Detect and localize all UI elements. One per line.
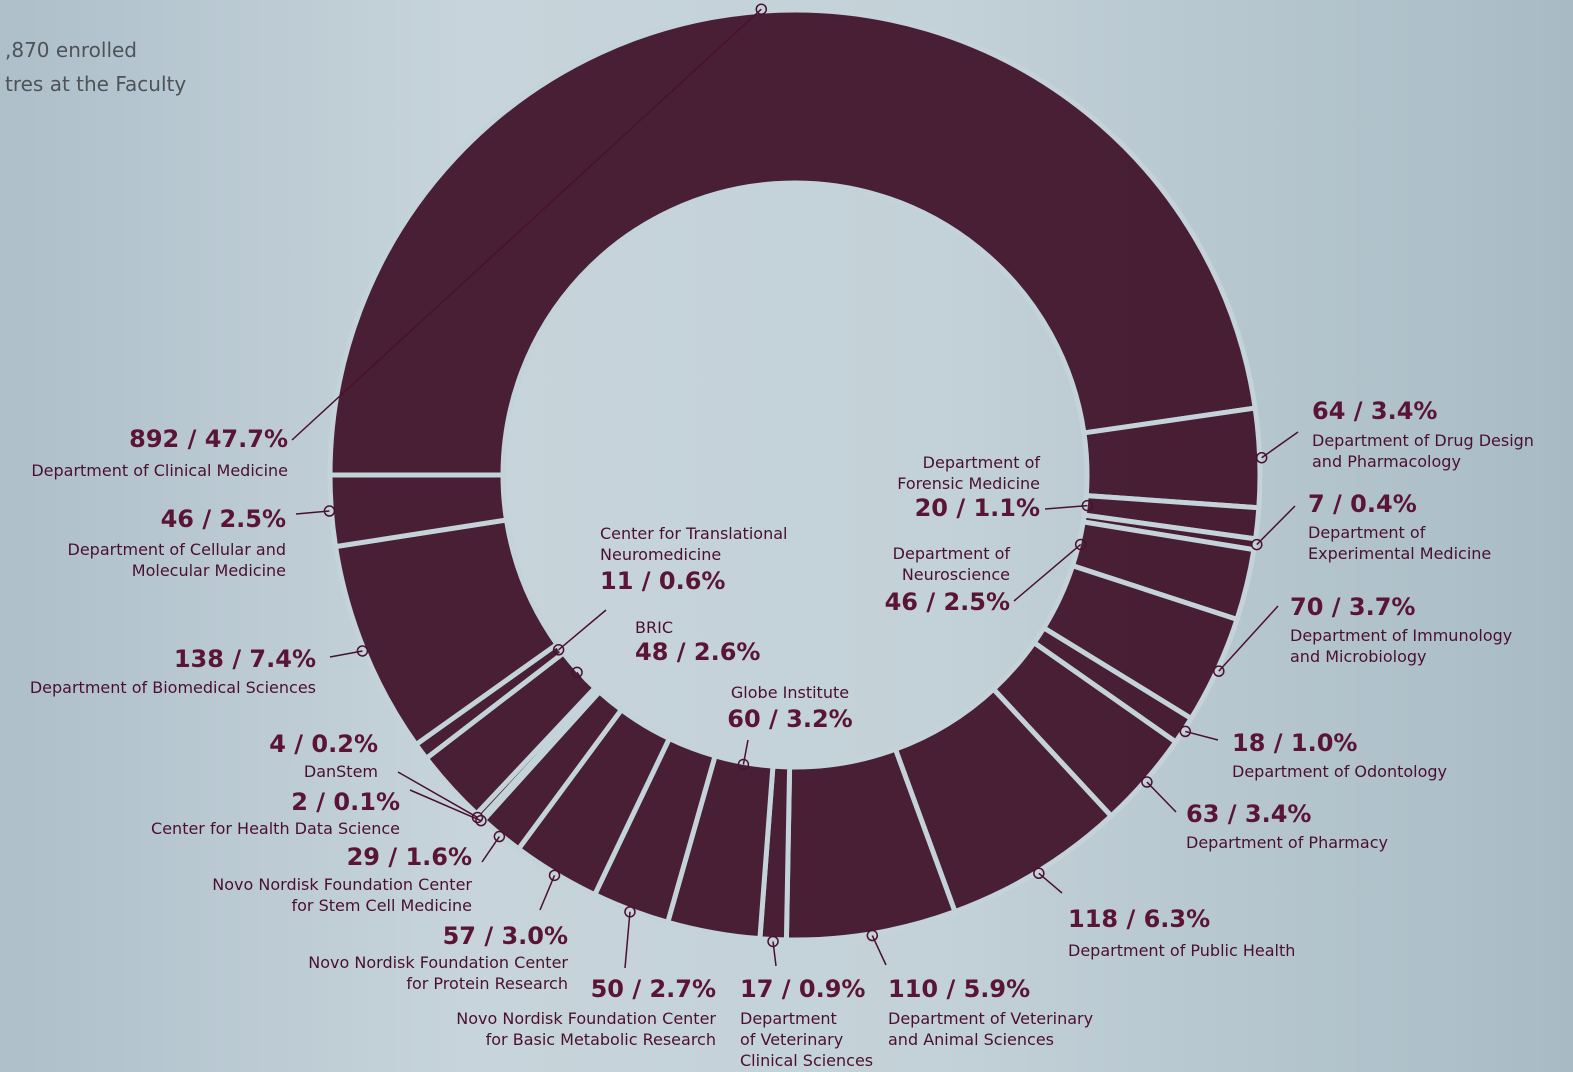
- leader-line: [772, 941, 777, 967]
- donut-segment: [327, 7, 1258, 478]
- category-label: BRIC: [635, 618, 673, 637]
- value-label: 17 / 0.9%: [740, 975, 866, 1003]
- category-label: Novo Nordisk Foundation Center for Stem …: [212, 875, 472, 915]
- leader-dot: [755, 3, 768, 15]
- value-label: 2 / 0.1%: [291, 788, 400, 816]
- category-label: Department of Neuroscience: [892, 544, 1010, 584]
- value-label: 46 / 2.5%: [884, 588, 1010, 616]
- leader-line: [1044, 504, 1088, 510]
- leader-line: [1218, 605, 1279, 672]
- category-label: Department of Biomedical Sciences: [29, 678, 316, 697]
- leader-dot: [548, 869, 561, 882]
- category-label: Center for Health Data Science: [151, 819, 400, 838]
- category-label: Department of Cellular and Molecular Med…: [67, 540, 286, 580]
- leader-line: [1013, 543, 1082, 602]
- leader-line: [742, 739, 749, 765]
- value-label: 29 / 1.6%: [346, 843, 472, 871]
- background-text: ,870 enrolled: [5, 38, 138, 62]
- leader-dot: [1081, 499, 1094, 512]
- leader-dot: [1141, 776, 1153, 788]
- value-label: 46 / 2.5%: [160, 505, 286, 533]
- value-label: 110 / 5.9%: [888, 975, 1031, 1003]
- leader-dot: [624, 906, 636, 918]
- leader-line: [539, 875, 556, 911]
- category-label: Department of Immunology and Microbiolog…: [1290, 626, 1513, 666]
- value-label: 11 / 0.6%: [600, 567, 726, 595]
- category-label: Department of Forensic Medicine: [897, 453, 1040, 493]
- leader-line: [624, 911, 631, 969]
- leader-dot: [737, 758, 750, 771]
- leader-line: [558, 609, 607, 651]
- leader-line: [1261, 431, 1299, 459]
- category-label: Department of Pharmacy: [1186, 833, 1388, 852]
- leader-line: [409, 789, 482, 822]
- leader-dot: [475, 814, 487, 827]
- value-label: 63 / 3.4%: [1186, 800, 1312, 828]
- value-label: 70 / 3.7%: [1290, 593, 1416, 621]
- value-label: 118 / 6.3%: [1068, 905, 1211, 933]
- leader-dot: [471, 811, 484, 824]
- category-label: Center for Translational Neuromedicine: [600, 524, 788, 564]
- leader-line: [1146, 781, 1177, 813]
- leader-dot: [866, 929, 879, 942]
- value-label: 50 / 2.7%: [590, 975, 716, 1003]
- value-label: 20 / 1.1%: [914, 494, 1040, 522]
- leader-dot: [1255, 451, 1268, 464]
- category-label: Department of Odontology: [1232, 762, 1448, 781]
- leader-dot: [1074, 538, 1087, 551]
- category-label: DanStem: [303, 762, 378, 781]
- category-label: Department of Experimental Medicine: [1308, 523, 1492, 563]
- value-label: 18 / 1.0%: [1232, 729, 1358, 757]
- leader-dot: [552, 644, 565, 656]
- leader-dot: [1251, 538, 1263, 551]
- category-label: Department of Veterinary and Animal Scie…: [888, 1009, 1094, 1049]
- leader-dot: [356, 645, 369, 657]
- value-label: 7 / 0.4%: [1308, 490, 1417, 518]
- value-label: 4 / 0.2%: [269, 730, 378, 758]
- leader-dot: [1033, 867, 1045, 880]
- leader-dot: [1213, 665, 1225, 677]
- category-label: Department of Public Health: [1068, 941, 1296, 960]
- category-label: Novo Nordisk Foundation Center for Basic…: [456, 1009, 716, 1049]
- category-label: Department of Clinical Medicine: [31, 461, 288, 480]
- value-label: 138 / 7.4%: [173, 645, 316, 673]
- category-label: Department of Drug Design and Pharmacolo…: [1312, 431, 1534, 471]
- leader-dot: [1179, 725, 1192, 738]
- leader-line: [291, 8, 762, 441]
- value-label: 48 / 2.6%: [635, 638, 761, 666]
- leader-line: [1256, 505, 1296, 546]
- leader-dot: [323, 505, 336, 517]
- category-label: Globe Institute: [730, 683, 850, 702]
- leader-dot: [493, 830, 506, 843]
- leader-line: [397, 771, 478, 819]
- value-label: 57 / 3.0%: [442, 922, 568, 950]
- value-label: 60 / 3.2%: [727, 705, 853, 733]
- category-label: Department of Veterinary Clinical Scienc…: [740, 1009, 874, 1070]
- background-text: tres at the Faculty: [5, 72, 187, 96]
- value-label: 892 / 47.7%: [129, 425, 288, 453]
- value-label: 64 / 3.4%: [1312, 397, 1438, 425]
- leader-dot: [571, 666, 583, 679]
- leader-dot: [767, 935, 779, 948]
- category-label: Novo Nordisk Foundation Center for Prote…: [308, 953, 568, 993]
- donut-segment: [327, 472, 510, 550]
